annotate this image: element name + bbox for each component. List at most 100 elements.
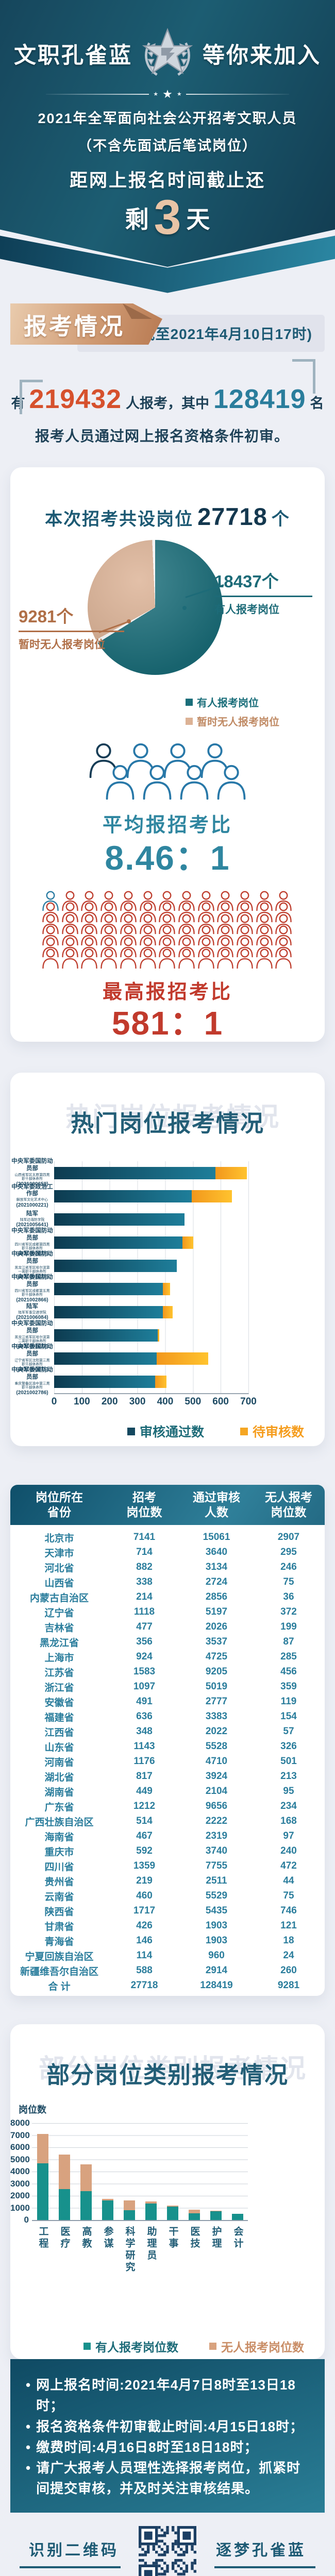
category-bar [124, 2200, 135, 2220]
table-cell: 天津市 [44, 1548, 74, 1559]
legend-label-vacant-count: 无人报考岗位数 [221, 2341, 304, 2354]
positions-title-prefix: 本次招考共设岗位 [45, 510, 194, 529]
table-cell: 5019 [205, 1681, 228, 1692]
applied-label: 有人报考岗位 [214, 604, 279, 616]
applied-segment [124, 2210, 135, 2220]
hot-positions-title-echo: 热门岗位报考情况 [65, 1103, 280, 1131]
pending-bar [182, 1236, 194, 1249]
table-cell: 1176 [133, 1756, 155, 1767]
max-ratio-crowd-icons [41, 890, 294, 969]
table-row: 重庆市 592 3740 240 [10, 1844, 325, 1859]
table-cell: 北京市 [44, 1533, 74, 1544]
table-cell: 河北省 [44, 1563, 74, 1574]
table-cell: 295 [280, 1547, 297, 1557]
table-cell: 2319 [205, 1831, 228, 1841]
table-cell: 491 [136, 1696, 153, 1707]
y-axis-tick: 1000 [10, 2202, 30, 2213]
table-cell: 7141 [133, 1532, 156, 1543]
positions-total: 27718 [197, 503, 267, 530]
pending-bar [163, 1306, 173, 1318]
notice-item: • 网上报名时间:2021年4月7日8时至13日18时； [26, 2375, 309, 2416]
x-axis-tick: 100 [73, 1396, 90, 1407]
crowd-person-icon [215, 948, 235, 969]
legend-label-pending: 待审核数 [252, 1425, 304, 1439]
table-cell: 260 [280, 1965, 297, 1976]
chart-x-axis: 0 100 200 300 400 500 600 700 [10, 1396, 325, 1410]
bullet-icon: • [26, 2439, 31, 2455]
pie-callout-vacant: 9281个 暂时无人报考岗位 [19, 603, 124, 652]
hot-bar-row: 中央军委国防动员部 四川省军区成都第五离职干部休养所 (2021002866) [10, 1274, 325, 1303]
category-bar [210, 2210, 222, 2220]
table-cell: 960 [208, 1950, 225, 1961]
table-cell: 2724 [205, 1577, 228, 1587]
corner-bracket-right-icon [292, 359, 315, 394]
table-row: 河北省 882 3134 246 [10, 1560, 325, 1575]
vacant-segment [80, 2164, 92, 2191]
hot-bar-label: 陆军 陆军边海防学院 (2021005641) [16, 1210, 48, 1228]
max-ratio-label: 最高报招考比 [102, 981, 232, 1003]
approved-bar [54, 1213, 185, 1226]
table-cell: 154 [280, 1711, 297, 1722]
category-label: 高教 [80, 2226, 92, 2250]
table-row: 宁夏回族自治区 114 960 24 [10, 1948, 325, 1963]
table-cell: 9281 [277, 1980, 300, 1991]
table-cell: 746 [280, 1905, 297, 1916]
table-cell: 246 [280, 1562, 297, 1572]
category-bar [167, 2205, 178, 2220]
hot-chart-legend: 审核通过数 待审核数 [10, 1422, 304, 1440]
y-axis-tick: 7000 [10, 2130, 30, 2140]
approved-bar [54, 1190, 192, 1202]
legend-swatch-pending [240, 1427, 248, 1435]
table-cell: 121 [280, 1920, 297, 1931]
table-cell: 24 [283, 1950, 294, 1961]
table-cell: 江西省 [44, 1727, 74, 1738]
table-cell: 5435 [205, 1905, 228, 1916]
x-axis-tick: 600 [212, 1396, 229, 1407]
table-row: 贵州省 219 2511 44 [10, 1874, 325, 1889]
table-header-cell: 岗位所在 省份 [36, 1490, 83, 1519]
pending-bar [191, 1190, 232, 1202]
table-cell: 江苏省 [44, 1667, 74, 1679]
table-cell: 588 [136, 1965, 153, 1976]
legend-label-approved: 审核通过数 [139, 1425, 204, 1439]
table-cell: 817 [136, 1771, 153, 1782]
table-row: 四川省 1359 7755 472 [10, 1859, 325, 1874]
hero-banner: 文职孔雀蓝 等你来加入 [0, 0, 335, 267]
pending-bar [157, 1352, 209, 1365]
person-icon [178, 764, 211, 800]
crowd-person-icon [157, 948, 177, 969]
hot-bar-row: 陆军 陆军边海防学院 (2021005641) [10, 1208, 325, 1231]
table-row: 山西省 338 2724 75 [10, 1575, 325, 1590]
legend-item-vacant-count: 无人报考岗位数 [209, 2337, 304, 2355]
table-header-cell: 通过审核 人数 [193, 1490, 240, 1519]
x-axis-tick: 700 [240, 1396, 257, 1407]
category-label: 工程 [37, 2226, 48, 2250]
bullet-icon: • [26, 2377, 31, 2393]
table-cell: 青海省 [44, 1936, 74, 1947]
pie-callout-applied: 18437个 有人报考岗位 [214, 568, 312, 617]
y-axis-tick: 6000 [10, 2142, 30, 2152]
table-cell: 234 [280, 1801, 297, 1811]
application-stats: 有 219432 人报考，其中 128419 名 报考人员通过网上报名资格条件初… [10, 359, 325, 450]
table-cell: 44 [283, 1875, 294, 1886]
hot-bar-row: 中央军委国防动员部 黑龙江省军区哈尔滨第一离职干部休养所 (2021001020) [10, 1251, 325, 1280]
table-cell: 1583 [133, 1666, 156, 1677]
applied-segment [232, 2214, 243, 2220]
table-cell: 449 [136, 1786, 153, 1797]
approved-bar [54, 1352, 157, 1365]
table-total-row: 合 计 27718 128419 9281 [10, 1978, 325, 1993]
table-cell: 882 [136, 1562, 153, 1572]
table-cell: 湖北省 [44, 1772, 74, 1783]
y-axis-tick: 3000 [10, 2178, 30, 2189]
countdown-suffix: 天 [186, 206, 210, 233]
legend-label-applied-count: 有人报考岗位数 [95, 2341, 178, 2354]
applicants-count: 219432 [29, 384, 122, 414]
table-row: 河南省 1176 4710 501 [10, 1754, 325, 1769]
hot-bar-label: 中央军委国防动员部 黑龙江省军区哈尔滨第一离职干部休养所 (2021001020) [11, 1251, 53, 1280]
table-cell: 甘肃省 [44, 1921, 74, 1933]
table-cell: 河南省 [44, 1757, 74, 1768]
table-cell: 新疆维吾尔自治区 [20, 1966, 98, 1977]
x-axis-tick: 300 [129, 1396, 146, 1407]
countdown: 剩 3 天 [0, 193, 335, 242]
positions-title-suffix: 个 [271, 510, 290, 529]
